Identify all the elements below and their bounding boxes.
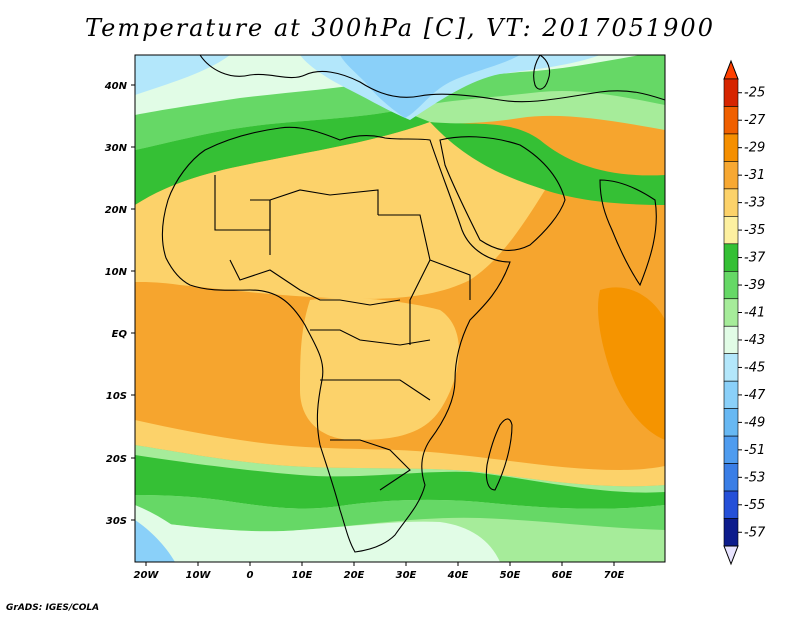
grads-credit: GrADS: IGES/COLA	[6, 603, 100, 613]
field-band-north-blue	[340, 55, 520, 118]
chart-title: Temperature at 300hPa [C], VT: 201705190…	[85, 14, 715, 42]
field-band-cape-yellow	[135, 420, 665, 487]
colorbar-swatch	[723, 216, 739, 245]
colorbar-label: -29	[744, 141, 765, 156]
colorbar: -25 -27 -29 -31 -33 -35 -37 -39 -41 -43 -45 -47 -49 -…	[723, 59, 766, 566]
colorbar-swatch	[723, 518, 739, 547]
border-line-5	[320, 379, 431, 401]
border-line-7	[250, 199, 271, 255]
lon-label-40e: 40E	[447, 570, 469, 581]
colorbar-label: -35	[744, 223, 765, 238]
colorbar-swatch	[723, 353, 739, 382]
lon-axis: 20W 10W 0 10E 20E 30E 40E 50E 60E 70E	[134, 562, 625, 581]
lon-label-10e: 10E	[292, 570, 313, 581]
border-line-1	[214, 175, 379, 231]
europe-coastline	[199, 55, 665, 103]
colorbar-swatch	[723, 161, 739, 190]
colorbar-label: -39	[744, 278, 765, 293]
africa-coastline	[161, 126, 511, 553]
field-band-sahara-yellow	[135, 122, 545, 299]
arabia-coastline	[439, 136, 566, 251]
lat-label-20s: 20S	[106, 454, 127, 465]
lon-label-50e: 50E	[500, 570, 521, 581]
lat-label-10s: 10S	[106, 391, 127, 402]
lat-label-20n: 20N	[105, 205, 128, 216]
field-band-north-green-east	[430, 122, 665, 205]
lon-label-70e: 70E	[604, 570, 625, 581]
colorbar-swatch	[723, 133, 739, 162]
field-band-south-lightgreen	[135, 495, 665, 532]
lat-label-10n: 10N	[105, 267, 128, 278]
madagascar-coastline	[485, 418, 513, 491]
colorbar-label: -47	[744, 388, 766, 403]
colorbar-swatch	[723, 490, 739, 519]
colorbar-swatch	[723, 270, 739, 300]
colorbar-label: -31	[744, 168, 765, 183]
colorbar-swatch	[723, 325, 739, 355]
colorbar-label: -55	[744, 498, 765, 513]
field-band-south-green	[135, 455, 665, 509]
lon-label-60e: 60E	[552, 570, 573, 581]
colorbar-label: -45	[744, 360, 765, 375]
colorbar-top-arrow	[723, 59, 739, 80]
colorbar-swatch	[723, 78, 739, 107]
field-band-north-green	[135, 110, 430, 205]
border-line-8	[409, 259, 431, 345]
colorbar-swatch	[723, 463, 739, 492]
colorbar-label: -57	[744, 525, 766, 540]
colorbar-swatch	[723, 298, 739, 327]
lon-label-0: 0	[247, 570, 254, 581]
colorbar-swatch	[723, 408, 739, 437]
india-coastline	[599, 179, 657, 287]
field-band-east-deeporange	[598, 287, 665, 440]
colorbar-swatch	[723, 380, 739, 409]
border-line-6	[330, 439, 411, 491]
colorbar-label: -33	[744, 196, 765, 211]
lat-axis: 40N 30N 20N 10N EQ 10S 20S 30S	[104, 81, 135, 527]
field-band-south-blue	[135, 520, 175, 562]
colorbar-label: -43	[744, 333, 765, 348]
map-frame	[134, 54, 666, 563]
colorbar-label: -51	[744, 443, 765, 458]
field-band-central-yellow	[300, 298, 459, 440]
colorbar-label: -37	[744, 251, 766, 266]
lat-label-40n: 40N	[104, 81, 128, 92]
colorbar-label: -25	[744, 86, 765, 101]
lat-label-eq: EQ	[112, 329, 128, 340]
lat-label-30n: 30N	[105, 143, 128, 154]
coastlines	[161, 55, 665, 553]
lon-label-10w: 10W	[186, 570, 212, 581]
field-band-north-lightblue-west	[135, 55, 230, 95]
colorbar-swatch	[723, 243, 739, 272]
colorbar-swatch	[723, 188, 739, 217]
lon-label-30e: 30E	[396, 570, 417, 581]
lon-label-20e: 20E	[344, 570, 365, 581]
caspian-coastline	[533, 55, 551, 90]
colorbar-bottom-arrow	[723, 545, 739, 566]
lat-label-30s: 30S	[106, 516, 127, 527]
temperature-field	[135, 55, 665, 562]
colorbar-label: -41	[744, 306, 765, 321]
colorbar-swatch	[723, 435, 739, 464]
colorbar-label: -27	[744, 113, 766, 128]
colorbar-label: -49	[744, 415, 765, 430]
colorbar-label: -53	[744, 470, 765, 485]
lon-label-20w: 20W	[134, 570, 160, 581]
border-line-3	[229, 259, 401, 306]
field-band-south-pale	[135, 520, 500, 562]
colorbar-swatch	[723, 106, 739, 135]
